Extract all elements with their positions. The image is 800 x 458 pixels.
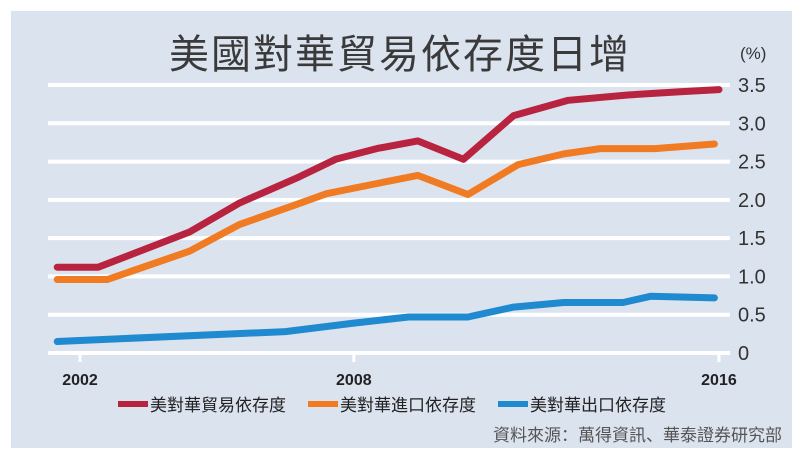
legend-swatch-import bbox=[308, 400, 338, 407]
series-line-import bbox=[53, 140, 718, 283]
y-tick-label: 2.5 bbox=[738, 152, 766, 174]
series-lines bbox=[53, 86, 723, 345]
series-line-export bbox=[53, 292, 718, 345]
y-axis-ticks: 0 0.5 1.0 1.5 2.0 2.5 3.0 3.5 bbox=[738, 75, 766, 365]
legend-swatch-export bbox=[498, 400, 528, 407]
legend-swatch-trade bbox=[118, 400, 148, 407]
y-axis-unit: (%) bbox=[740, 44, 767, 63]
source-note: 資料來源：萬得資訊、華泰證券研究部 bbox=[493, 426, 782, 446]
y-tick-label: 3.5 bbox=[738, 75, 766, 97]
legend: 美對華貿易依存度 美對華進口依存度 美對華出口依存度 bbox=[118, 391, 666, 416]
legend-item-export: 美對華出口依存度 bbox=[498, 391, 666, 416]
gridlines bbox=[48, 83, 730, 355]
legend-label-import: 美對華進口依存度 bbox=[340, 396, 476, 416]
y-tick-label: 0 bbox=[738, 343, 749, 365]
x-tick-label: 2008 bbox=[336, 372, 372, 389]
legend-item-import: 美對華進口依存度 bbox=[308, 391, 476, 416]
x-axis-ticks: 2002 2008 2016 bbox=[62, 353, 737, 389]
legend-label-export: 美對華出口依存度 bbox=[530, 396, 666, 416]
y-tick-label: 2.0 bbox=[738, 190, 766, 212]
series-line-trade bbox=[53, 86, 723, 271]
legend-label-trade: 美對華貿易依存度 bbox=[150, 396, 286, 416]
x-tick-label: 2002 bbox=[62, 372, 98, 389]
x-tick-label: 2016 bbox=[701, 372, 737, 389]
y-tick-label: 1.0 bbox=[738, 266, 766, 288]
y-tick-label: 1.5 bbox=[738, 228, 766, 250]
y-tick-label: 3.0 bbox=[738, 113, 766, 135]
legend-item-trade: 美對華貿易依存度 bbox=[118, 391, 286, 416]
chart-title: 美國對華貿易依存度日增 bbox=[169, 32, 631, 78]
y-tick-label: 0.5 bbox=[738, 305, 766, 327]
